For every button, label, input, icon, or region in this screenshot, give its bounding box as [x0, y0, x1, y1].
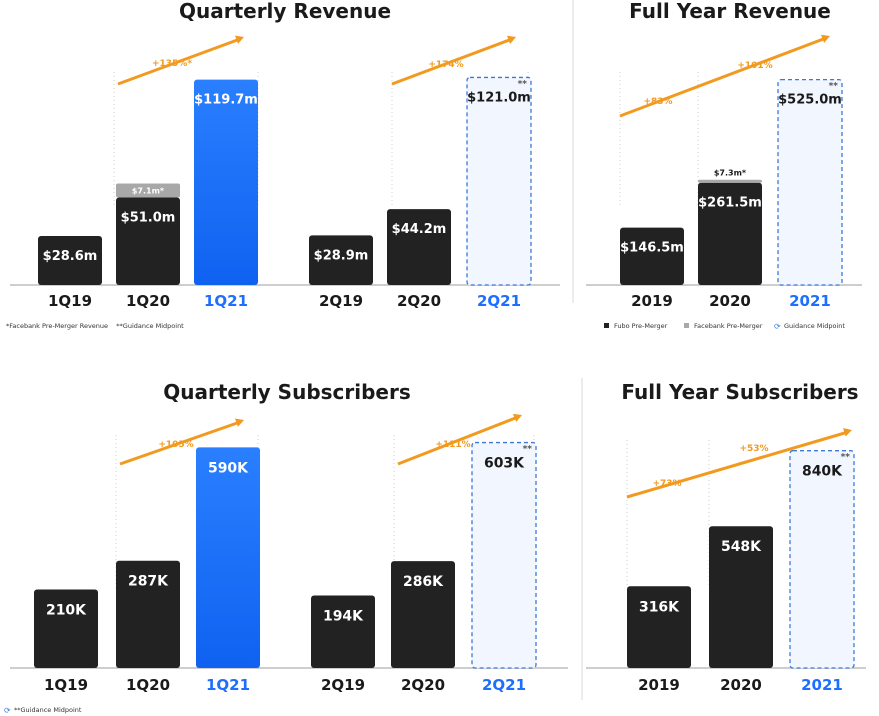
legend-guidance-icon: ⟳ — [774, 322, 781, 331]
legend-facebank-swatch — [684, 323, 689, 328]
value-label: 194K — [323, 608, 364, 624]
tick-label: 2019 — [638, 676, 680, 694]
bar-2021 — [789, 450, 855, 669]
bar-1q21 — [196, 447, 260, 668]
bar-2q19 — [311, 595, 375, 668]
growth-arrowhead — [506, 35, 516, 44]
tick-label: 2Q21 — [482, 676, 526, 694]
tick-label: 2021 — [801, 676, 843, 694]
bar-2019 — [620, 227, 684, 285]
growth-arrow — [119, 420, 241, 466]
value-label: 840K — [802, 464, 843, 480]
bar-2q21 — [471, 441, 537, 669]
tick-label: 1Q19 — [44, 676, 88, 694]
guidance-marker: ** — [841, 453, 851, 463]
growth-label: +73% — [652, 479, 681, 489]
value-label: $28.9m — [314, 248, 369, 263]
chart-marks: $28.6m 1Q19 $7.1m* $51.0m 1Q20 $119.7m 1Q21 $28… — [10, 34, 866, 694]
guidance-marker: ** — [518, 79, 528, 89]
growth-arrowhead — [820, 34, 830, 43]
value-label: 287K — [128, 574, 169, 590]
legend-facebank-label: Facebank Pre-Merger — [694, 322, 763, 330]
growth-label: +101% — [737, 61, 772, 71]
value-label: $119.7m — [194, 93, 258, 108]
footnote-subscribers: **Guidance Midpoint — [14, 706, 82, 714]
growth-arrowhead — [234, 418, 244, 427]
tick-label: 2Q20 — [401, 676, 445, 694]
value-label: $121.0m — [467, 90, 531, 105]
guidance-marker: ** — [523, 445, 533, 455]
value-label: $146.5m — [620, 241, 684, 256]
value-label: 210K — [46, 602, 87, 618]
legend: Fubo Pre-Merger Facebank Pre-Merger ⟳ Gu… — [604, 322, 845, 331]
full-year-subscribers-title: Full Year Subscribers — [621, 380, 858, 404]
value-label: $261.5m — [698, 196, 762, 211]
tick-label: 1Q20 — [126, 292, 170, 310]
tick-label: 1Q20 — [126, 676, 170, 694]
growth-label: +83% — [643, 97, 672, 107]
bar-1q20 — [116, 197, 180, 285]
growth-label: +111% — [435, 440, 470, 450]
bar-2020 — [698, 182, 762, 285]
bar-1q19 — [34, 589, 98, 668]
bar-1q20 — [116, 560, 180, 668]
value-label: $51.0m — [121, 211, 176, 226]
value-label: $44.2m — [392, 222, 447, 237]
quarterly-subscribers-title: Quarterly Subscribers — [163, 380, 411, 404]
tick-label: 1Q21 — [204, 292, 248, 310]
tick-label: 2020 — [720, 676, 762, 694]
growth-arrowhead — [234, 35, 244, 44]
tick-label: 2Q21 — [477, 292, 521, 310]
tick-label: 2019 — [631, 292, 673, 310]
value-label: 316K — [639, 599, 680, 615]
tick-label: 2Q20 — [397, 292, 441, 310]
tick-label: 1Q21 — [206, 676, 250, 694]
tick-label: 2Q19 — [321, 676, 365, 694]
stack-label: $7.1m* — [132, 187, 165, 196]
tick-label: 2021 — [789, 292, 831, 310]
growth-label: +105% — [158, 440, 193, 450]
tick-label: 2Q19 — [319, 292, 363, 310]
bar-2q21 — [466, 76, 532, 286]
value-label: 548K — [721, 539, 762, 555]
bar-2020 — [709, 526, 773, 668]
value-label: $525.0m — [778, 93, 842, 108]
tick-label: 1Q19 — [48, 292, 92, 310]
guidance-marker: ** — [829, 82, 839, 92]
value-label: $28.6m — [43, 249, 98, 264]
tick-label: 2020 — [709, 292, 751, 310]
bar-1q21 — [194, 79, 258, 286]
bar-2q19 — [309, 235, 373, 285]
bar-segment-facebank — [116, 183, 180, 198]
value-label: 603K — [484, 456, 525, 472]
growth-label: +135%* — [152, 59, 192, 69]
footnote-revenue: *Facebank Pre-Merger Revenue **Guidance … — [6, 322, 184, 330]
bar-1q19 — [38, 235, 102, 285]
growth-arrow — [391, 37, 513, 86]
full-year-revenue-title: Full Year Revenue — [629, 0, 831, 23]
bar-segment-facebank — [698, 179, 762, 183]
bar-2q20 — [391, 561, 455, 668]
value-label: 590K — [208, 460, 249, 476]
growth-arrow — [117, 37, 241, 86]
footnote-subscribers-icon: ⟳ — [4, 706, 11, 715]
bar-2021 — [777, 78, 843, 286]
bar-2019 — [627, 586, 691, 668]
growth-arrowhead — [843, 428, 852, 437]
bar-2q20 — [387, 209, 451, 285]
legend-fubo-label: Fubo Pre-Merger — [614, 322, 668, 330]
stack-label: $7.3m* — [714, 169, 747, 178]
growth-arrow — [619, 36, 827, 118]
value-label: 286K — [403, 574, 444, 590]
growth-label: +53% — [739, 444, 768, 454]
growth-arrow — [397, 415, 519, 466]
growth-arrow — [626, 430, 849, 499]
legend-fubo-swatch — [604, 323, 609, 328]
growth-label: +174% — [428, 60, 463, 70]
legend-guidance-label: Guidance Midpoint — [784, 322, 845, 330]
quarterly-revenue-title: Quarterly Revenue — [179, 0, 391, 23]
growth-arrowhead — [512, 413, 522, 423]
